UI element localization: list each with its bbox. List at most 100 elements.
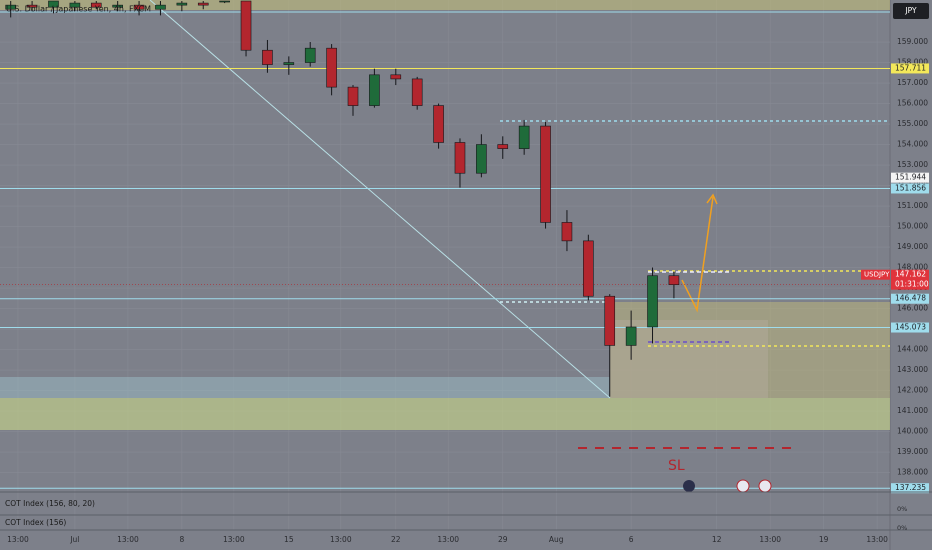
candle-body <box>90 2 102 8</box>
projection-arrow <box>681 196 714 313</box>
pane-title: COT Index (156, 80, 20) <box>5 499 95 508</box>
candle-body <box>369 74 380 106</box>
x-tick-label: 13:00 <box>759 535 781 544</box>
y-tick-label: 151.000 <box>897 201 928 210</box>
y-tick-label: 153.000 <box>897 160 928 169</box>
y-tick-label: 149.000 <box>897 242 928 251</box>
event-icon[interactable] <box>736 479 750 493</box>
x-tick-label: 13:00 <box>117 535 139 544</box>
x-tick-label: 13:00 <box>7 535 29 544</box>
candle-body <box>476 144 487 174</box>
price-label: 151.944 <box>895 173 926 182</box>
candle-body <box>48 0 59 8</box>
y-tick-label: 146.000 <box>897 304 928 313</box>
candle-body <box>647 275 658 328</box>
y-tick-label: 138.000 <box>897 468 928 477</box>
x-tick-label: 29 <box>498 535 508 544</box>
y-tick-label: 143.000 <box>897 365 928 374</box>
y-tick-label: 155.000 <box>897 119 928 128</box>
trend-line <box>149 0 611 399</box>
y-tick-label: 148.000 <box>897 263 928 272</box>
y-tick-label: 144.000 <box>897 345 928 354</box>
candle-body <box>155 4 166 10</box>
panes: COT Index (156, 80, 20) 0% COT Index (156)… <box>5 499 907 532</box>
price-label: 151.856 <box>895 183 926 192</box>
price-label: 137.235 <box>895 483 926 492</box>
candle-body <box>197 2 209 6</box>
x-tick-label: Jul <box>69 535 79 544</box>
currency-badge[interactable] <box>893 3 929 19</box>
annotation: SL <box>668 458 685 474</box>
price-label-bg <box>891 172 929 183</box>
zone <box>0 377 610 398</box>
y-tick-label: 140.000 <box>897 427 928 436</box>
candle-body <box>497 144 509 149</box>
price-label-bg <box>891 63 929 74</box>
y-tick-label: 141.000 <box>897 406 928 415</box>
zone <box>0 0 890 10</box>
countdown: 01:31:00 <box>895 280 929 289</box>
x-tick-label: 13:00 <box>437 535 459 544</box>
candle-body <box>454 142 466 174</box>
y-tick-label: 154.000 <box>897 140 928 149</box>
candle-body <box>518 125 530 149</box>
pane-title: COT Index (156) <box>5 518 66 527</box>
candle-body <box>112 4 123 8</box>
y-tick-label: 150.000 <box>897 222 928 231</box>
candle-body <box>262 49 273 65</box>
candle-body <box>411 78 423 106</box>
candle-body <box>26 4 38 8</box>
zone <box>0 398 890 430</box>
x-tick-label: Aug <box>549 535 564 544</box>
price-label: 157.711 <box>895 63 926 72</box>
chart-title: U.S. Dollar / Japanese Yen, 4h, FXCM <box>6 5 151 14</box>
x-tick-label: 8 <box>179 535 184 544</box>
y-tick-label: 157.000 <box>897 78 928 87</box>
candles <box>5 0 680 397</box>
candle-body <box>347 86 359 106</box>
price-label: 146.478 <box>895 294 926 303</box>
price-label-bg <box>891 293 929 304</box>
symbol-badge <box>861 269 890 280</box>
x-tick-label: 15 <box>284 535 294 544</box>
candle-body <box>561 222 573 242</box>
price-label: 145.073 <box>895 323 926 332</box>
y-tick-label: 139.000 <box>897 447 928 456</box>
candle-body <box>283 62 295 65</box>
candle-body <box>583 240 594 297</box>
candle-body <box>5 4 16 10</box>
event-icon[interactable] <box>683 480 695 492</box>
candle-body <box>390 74 402 80</box>
last-price-bg <box>891 269 929 290</box>
pane-scale: 0% <box>897 524 907 532</box>
event-icon[interactable] <box>758 479 772 493</box>
y-tick-label: 159.000 <box>897 37 928 46</box>
x-tick-label: 13:00 <box>330 535 352 544</box>
price-label-bg <box>891 183 929 194</box>
x-tick-label: 13:00 <box>866 535 888 544</box>
pane-scale: 0% <box>897 505 907 513</box>
candle-body <box>133 4 145 10</box>
price-label-bg <box>891 322 929 333</box>
symbol: USDJPY <box>864 271 890 279</box>
x-tick-label: 12 <box>712 535 722 544</box>
y-tick-label: 156.000 <box>897 99 928 108</box>
x-tick-label: 6 <box>629 535 634 544</box>
y-tick-label: 142.000 <box>897 386 928 395</box>
x-tick-label: 19 <box>819 535 829 544</box>
candle-body <box>176 2 188 6</box>
candle-body <box>69 2 81 8</box>
y-tick-label: 158.000 <box>897 58 928 67</box>
currency: JPY <box>904 6 917 15</box>
x-axis: 13:00 Jul 13:00 8 13:00 15 13:00 22 13:00 29 Aug 6 1… <box>7 535 888 544</box>
candle-body <box>240 0 252 51</box>
candle-body <box>219 0 230 3</box>
candle-body <box>668 275 680 286</box>
x-tick-label: 13:00 <box>223 535 245 544</box>
candle-body <box>625 326 637 346</box>
candle-body <box>326 47 337 88</box>
x-tick-label: 22 <box>391 535 401 544</box>
